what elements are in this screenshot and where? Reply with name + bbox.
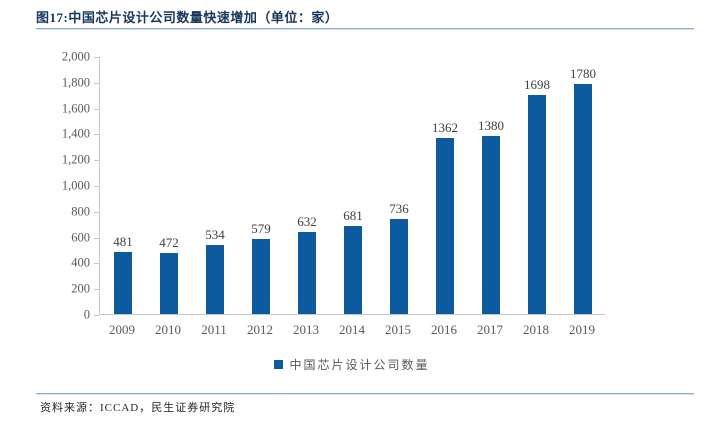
- y-tick-label-1400: 1,400: [61, 126, 90, 141]
- bar-value-label-2009: 481: [113, 234, 133, 249]
- footer-rule: [36, 393, 694, 395]
- y-tick-mark-2000: [94, 57, 99, 58]
- y-tick-label-0: 0: [83, 307, 90, 322]
- bar-value-label-2019: 1780: [570, 66, 596, 81]
- chart-title: 图17:中国芯片设计公司数量快速增加（单位：家）: [36, 10, 339, 25]
- y-tick-mark-200: [94, 289, 99, 291]
- y-tick-mark-1600: [94, 108, 99, 110]
- bar-chart-plot-area: 481 472 534 579 632 681 736 1362 1380 1698 1780: [99, 57, 605, 315]
- x-tick-label-2011: 2011: [201, 322, 227, 337]
- bar-value-label-2015: 736: [389, 201, 409, 216]
- y-tick-mark-1800: [94, 82, 99, 84]
- bar-2016: [436, 138, 454, 314]
- bar-2015: [390, 219, 408, 314]
- x-tick-label-2013: 2013: [293, 322, 319, 337]
- source-note: 资料来源：ICCAD，民生证券研究院: [40, 402, 236, 414]
- x-tick-label-2010: 2010: [155, 322, 181, 337]
- bar-value-label-2012: 579: [251, 221, 271, 236]
- y-tick-label-200: 200: [71, 281, 90, 296]
- bar-2011: [206, 245, 224, 314]
- chart-legend: 中国芯片设计公司数量: [99, 356, 605, 373]
- y-tick-label-800: 800: [71, 204, 90, 219]
- x-tick-label-2014: 2014: [339, 322, 365, 337]
- bar-2010: [160, 253, 178, 314]
- y-tick-label-1200: 1,200: [61, 152, 90, 167]
- bar-value-label-2017: 1380: [478, 118, 504, 133]
- y-tick-label-1800: 1,800: [61, 75, 90, 90]
- y-tick-mark-800: [94, 211, 99, 213]
- bar-value-label-2010: 472: [159, 235, 179, 250]
- x-tick-label-2019: 2019: [569, 322, 595, 337]
- title-rule: [36, 28, 694, 30]
- y-tick-mark-1000: [94, 186, 99, 187]
- y-tick-mark-600: [94, 237, 99, 239]
- bar-value-label-2018: 1698: [524, 77, 550, 92]
- y-tick-label-1600: 1,600: [61, 101, 90, 116]
- bar-2014: [344, 226, 362, 314]
- x-tick-label-2018: 2018: [523, 322, 549, 337]
- bar-2013: [298, 232, 316, 314]
- bar-2009: [114, 252, 132, 314]
- y-tick-label-1000: 1,000: [61, 178, 90, 193]
- legend-swatch-icon: [274, 360, 284, 369]
- bar-2018: [528, 95, 546, 314]
- x-tick-label-2012: 2012: [247, 322, 273, 337]
- legend-series-label: 中国芯片设计公司数量: [289, 358, 430, 372]
- x-axis-labels: 2009 2010 2011 2012 2013 2014 2015 2016 2017 2018…: [99, 322, 605, 338]
- bar-value-label-2016: 1362: [432, 120, 458, 135]
- y-tick-mark-400: [94, 263, 99, 265]
- y-tick-label-2000: 2,000: [61, 49, 90, 64]
- y-tick-mark-1200: [94, 160, 99, 162]
- bar-2017: [482, 136, 500, 314]
- y-tick-label-600: 600: [71, 230, 90, 245]
- bar-2019: [574, 84, 592, 314]
- y-tick-mark-1400: [94, 134, 99, 136]
- bar-value-label-2011: 534: [205, 227, 225, 242]
- x-tick-label-2017: 2017: [477, 322, 503, 337]
- x-tick-label-2009: 2009: [109, 322, 135, 337]
- bar-value-label-2014: 681: [343, 208, 363, 223]
- x-tick-label-2016: 2016: [431, 322, 457, 337]
- bar-2012: [252, 239, 270, 314]
- y-tick-mark-0: [94, 315, 99, 316]
- y-tick-label-400: 400: [71, 255, 90, 270]
- bar-value-label-2013: 632: [297, 214, 317, 229]
- x-tick-label-2015: 2015: [385, 322, 411, 337]
